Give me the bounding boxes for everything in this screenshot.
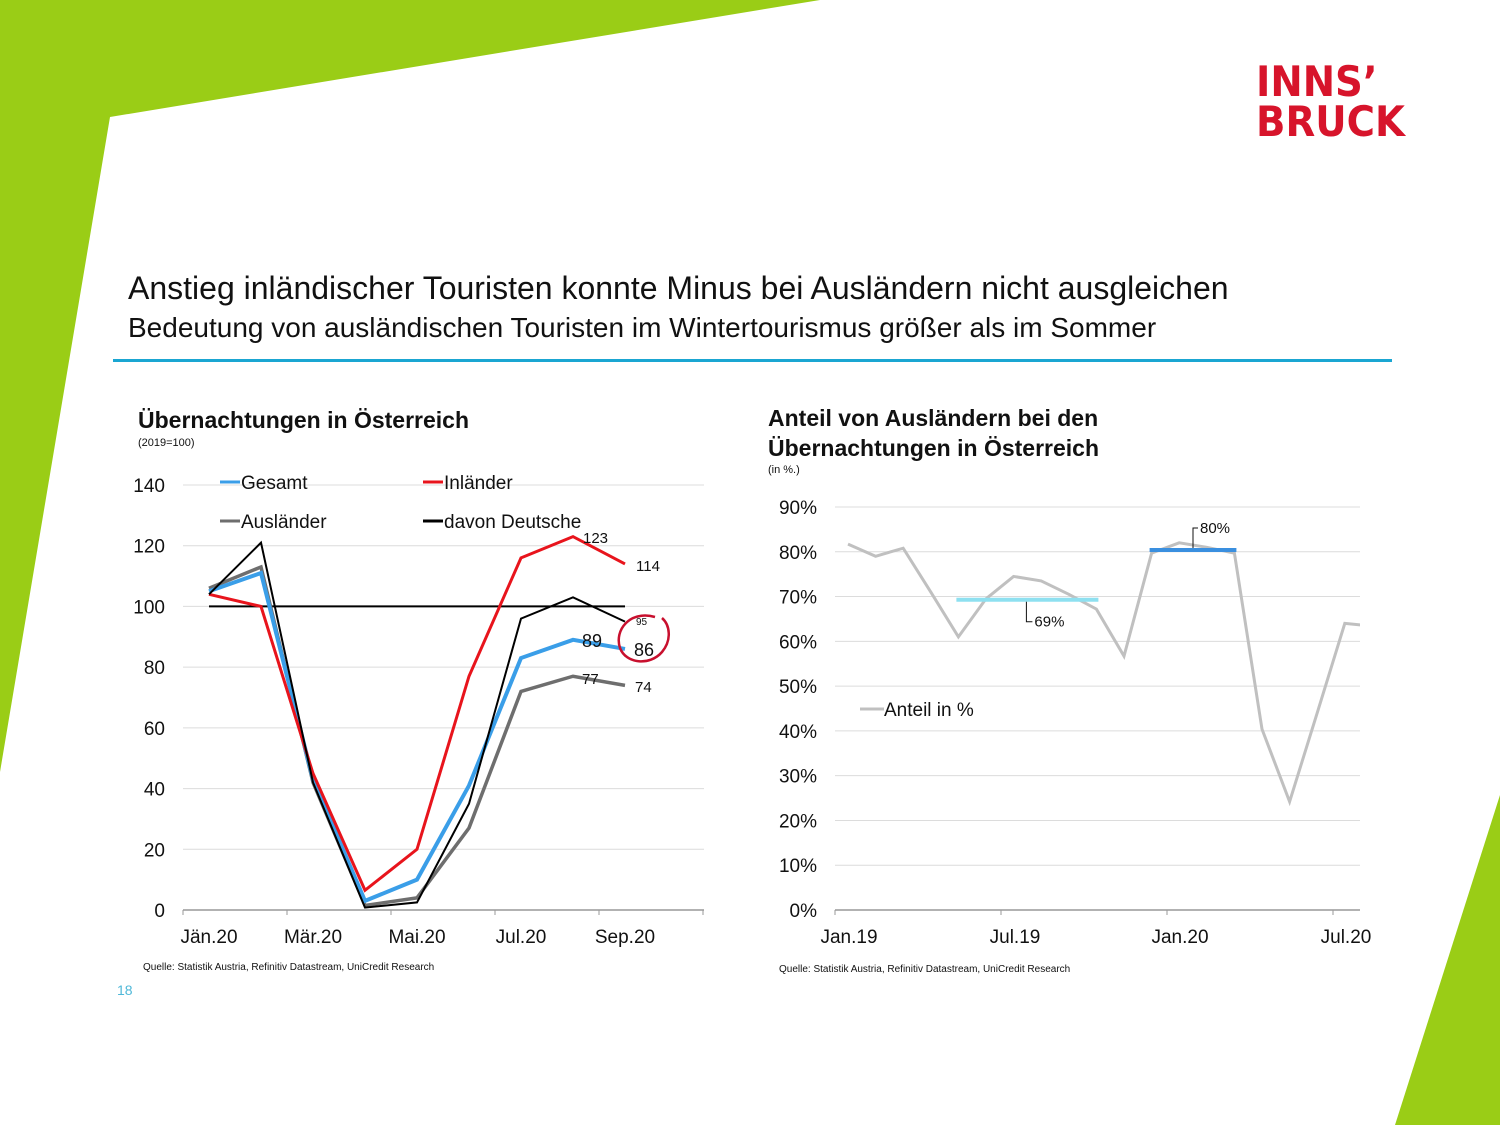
y-tick-label: 60 — [144, 719, 165, 740]
y-tick-label: 120 — [133, 537, 165, 558]
left-chart-source: Quelle: Statistik Austria, Refinitiv Dat… — [143, 962, 435, 973]
series-line-davon-deutsche — [208, 540, 626, 909]
legend-label: Inländer — [444, 473, 513, 494]
left-chart-unit: (2019=100) — [138, 437, 195, 449]
y-tick-label: 60% — [779, 632, 817, 653]
slide-headline: Anstieg inländischer Touristen konnte Mi… — [128, 270, 1229, 306]
y-tick-label: 20% — [779, 811, 817, 832]
right-chart-title-line2: Übernachtungen in Österreich — [768, 435, 1100, 461]
average-leader — [1025, 601, 1033, 623]
y-tick-label: 10% — [779, 856, 817, 877]
legend-label: Ausländer — [241, 512, 327, 533]
y-tick-label: 70% — [779, 588, 817, 609]
right-chart-title-line1: Anteil von Ausländern bei den — [768, 405, 1099, 431]
y-tick-label: 90% — [779, 498, 817, 519]
y-tick-label: 80% — [779, 543, 817, 564]
y-tick-label: 140 — [133, 476, 165, 497]
highlight-circle — [617, 614, 670, 663]
data-label: 95 — [636, 617, 648, 628]
series-line-inländer — [208, 534, 626, 893]
legend-label: davon Deutsche — [444, 512, 581, 533]
x-tick-label: Mai.20 — [388, 927, 445, 948]
left-chart-title: Übernachtungen in Österreich — [138, 407, 470, 433]
x-tick-label: Jul.20 — [496, 927, 547, 948]
y-tick-label: 30% — [779, 767, 817, 788]
right-chart-source: Quelle: Statistik Austria, Refinitiv Dat… — [779, 964, 1071, 975]
y-tick-label: 40 — [144, 780, 165, 801]
y-tick-label: 0% — [790, 901, 818, 922]
average-label: 69% — [1034, 614, 1064, 631]
green-corner-shape-bottom-right — [1395, 795, 1500, 1125]
y-tick-label: 0 — [154, 901, 165, 922]
x-tick-label: Sep.20 — [595, 927, 655, 948]
x-tick-label: Jul.20 — [1321, 927, 1372, 948]
average-label: 80% — [1200, 520, 1230, 537]
data-label: 114 — [636, 558, 660, 575]
data-label: 77 — [582, 671, 599, 688]
y-tick-label: 80 — [144, 658, 165, 679]
y-tick-label: 40% — [779, 722, 817, 743]
x-tick-label: Jän.20 — [180, 927, 237, 948]
x-tick-label: Jan.19 — [820, 927, 877, 948]
legend-label: Gesamt — [241, 473, 308, 494]
y-tick-label: 100 — [133, 597, 165, 618]
slide-subheadline: Bedeutung von ausländischen Touristen im… — [128, 312, 1157, 343]
right-chart-unit: (in %.) — [768, 464, 800, 476]
x-tick-label: Jan.20 — [1151, 927, 1208, 948]
logo-line-1: INNS’ — [1256, 57, 1378, 106]
header-divider — [113, 359, 1392, 362]
data-label: 86 — [634, 640, 654, 660]
series-line-gesamt — [208, 570, 626, 904]
green-corner-shape-top-left — [0, 0, 820, 772]
legend-label: Anteil in % — [884, 700, 974, 721]
series-line-anteil — [847, 541, 1360, 807]
data-label: 74 — [635, 679, 652, 696]
page-number: 18 — [117, 982, 133, 998]
x-tick-label: Jul.19 — [990, 927, 1041, 948]
data-label: 89 — [582, 631, 602, 651]
average-leader — [1192, 527, 1198, 548]
y-tick-label: 20 — [144, 840, 165, 861]
data-label: 123 — [583, 530, 608, 547]
innsbruck-logo: INNS’ BRUCK — [1256, 57, 1405, 146]
x-tick-label: Mär.20 — [284, 927, 342, 948]
y-tick-label: 50% — [779, 677, 817, 698]
logo-line-2: BRUCK — [1256, 97, 1405, 146]
